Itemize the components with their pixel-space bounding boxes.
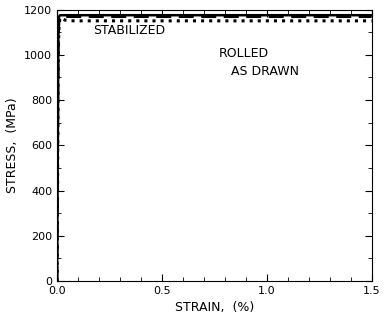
Text: STABILIZED: STABILIZED (93, 24, 165, 37)
Y-axis label: STRESS,  (MPa): STRESS, (MPa) (5, 98, 19, 193)
Text: ROLLED: ROLLED (218, 47, 269, 60)
Text: AS DRAWN: AS DRAWN (231, 65, 299, 78)
X-axis label: STRAIN,  (%): STRAIN, (%) (175, 301, 254, 315)
